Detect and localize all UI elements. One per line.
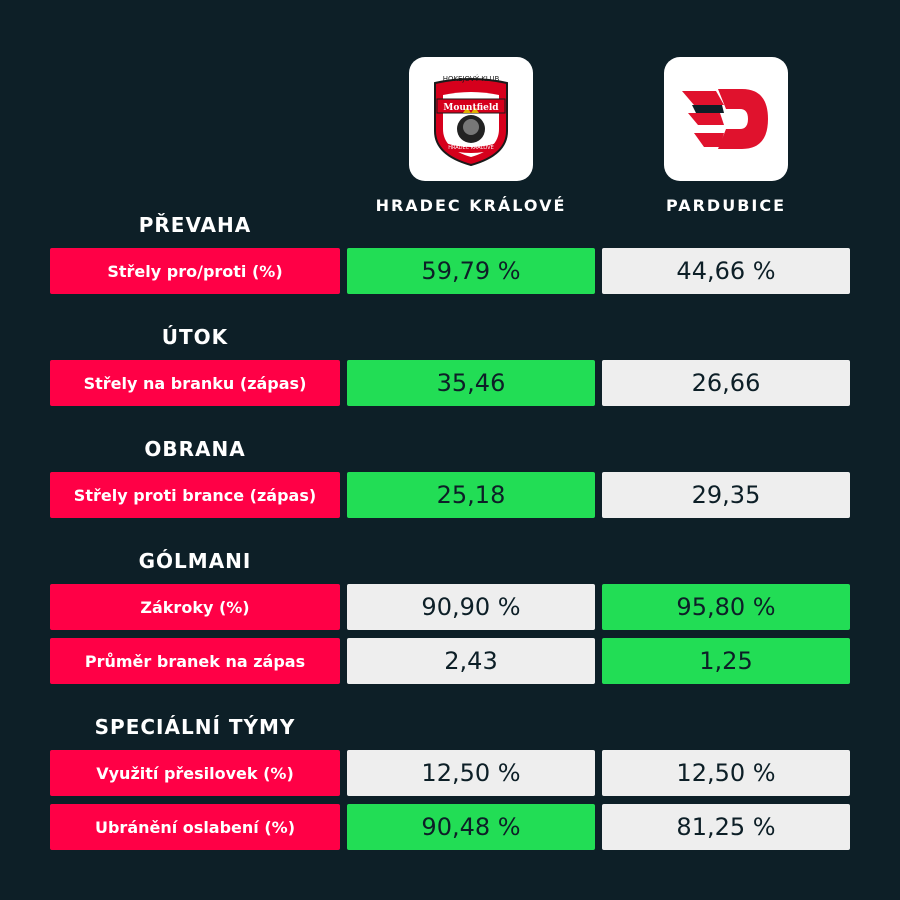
- hradec-kralove-logo-icon: HOKEJOVÝ KLUB Mountfield HRADEC KRÁLOVÉ: [434, 74, 508, 167]
- team-name-hradec: HRADEC KRÁLOVÉ: [375, 196, 567, 215]
- logo-top-text: HOKEJOVÝ KLUB: [443, 74, 500, 83]
- value-hradec: 25,18: [347, 472, 595, 518]
- value-pardubice: 26,66: [602, 360, 850, 406]
- row-label: Zákroky (%): [50, 584, 340, 630]
- value-pardubice: 1,25: [602, 638, 850, 684]
- pardubice-logo-icon: [682, 89, 768, 149]
- value-hradec: 90,90 %: [347, 584, 595, 630]
- value-hradec: 90,48 %: [347, 804, 595, 850]
- row-label: Průměr branek na zápas: [50, 638, 340, 684]
- value-hradec: 2,43: [347, 638, 595, 684]
- value-hradec: 12,50 %: [347, 750, 595, 796]
- section-title-prevaha: PŘEVAHA: [138, 213, 252, 237]
- value-hradec: 35,46: [347, 360, 595, 406]
- section-title-specialni-tymy: SPECIÁLNÍ TÝMY: [94, 715, 296, 739]
- pardubice-logo-box: [664, 57, 788, 181]
- hradec-kralove-logo-box: HOKEJOVÝ KLUB Mountfield HRADEC KRÁLOVÉ: [409, 57, 533, 181]
- section-title-utok: ÚTOK: [161, 325, 229, 349]
- value-pardubice: 44,66 %: [602, 248, 850, 294]
- value-hradec: 59,79 %: [347, 248, 595, 294]
- value-pardubice: 81,25 %: [602, 804, 850, 850]
- section-title-golmani: GÓLMANI: [138, 549, 252, 573]
- section-title-obrana: OBRANA: [144, 437, 246, 461]
- row-label: Střely proti brance (zápas): [50, 472, 340, 518]
- row-label: Střely pro/proti (%): [50, 248, 340, 294]
- logo-bottom-text: HRADEC KRÁLOVÉ: [448, 143, 494, 151]
- logo-brand-text: Mountfield: [443, 103, 499, 113]
- value-pardubice: 12,50 %: [602, 750, 850, 796]
- value-pardubice: 95,80 %: [602, 584, 850, 630]
- row-label: Střely na branku (zápas): [50, 360, 340, 406]
- team-name-pardubice: PARDUBICE: [665, 196, 787, 215]
- value-pardubice: 29,35: [602, 472, 850, 518]
- row-label: Ubránění oslabení (%): [50, 804, 340, 850]
- row-label: Využití přesilovek (%): [50, 750, 340, 796]
